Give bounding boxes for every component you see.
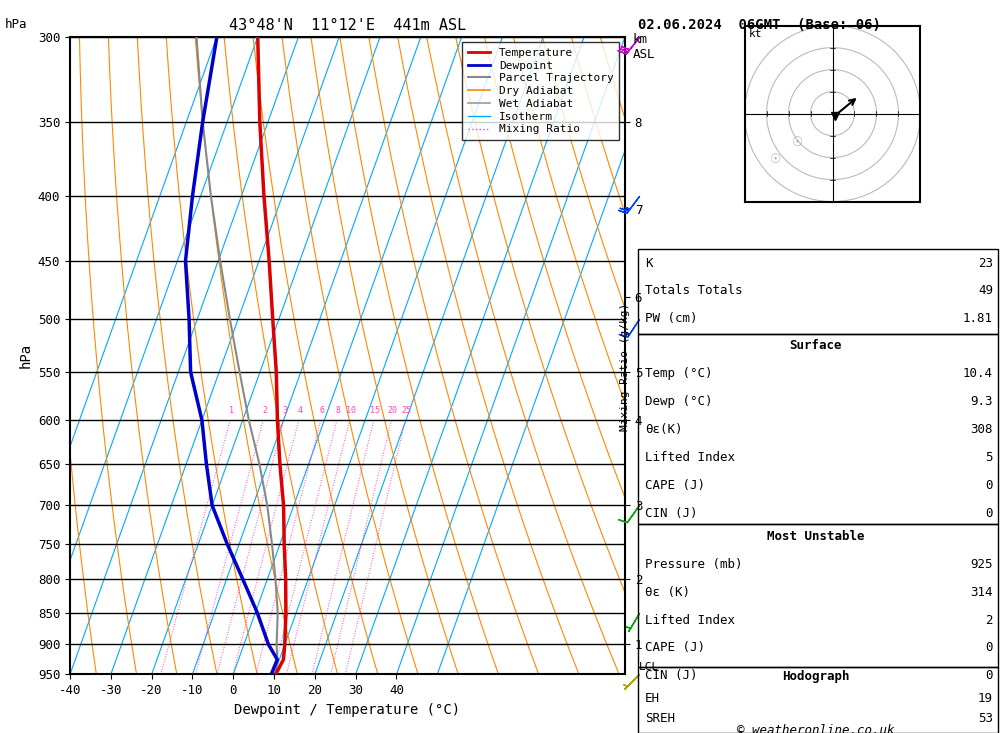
Text: θε(K): θε(K) [645, 423, 682, 436]
Text: 20: 20 [388, 407, 398, 416]
Y-axis label: hPa: hPa [18, 343, 32, 368]
Text: 1.81: 1.81 [963, 312, 993, 325]
Text: © weatheronline.co.uk: © weatheronline.co.uk [737, 723, 895, 733]
Text: 10: 10 [346, 407, 356, 416]
Text: LCL: LCL [639, 663, 659, 672]
Text: 1: 1 [229, 407, 234, 416]
Text: SREH: SREH [645, 712, 675, 726]
Text: EH: EH [645, 692, 660, 705]
Text: Totals Totals: Totals Totals [645, 284, 742, 298]
Text: CAPE (J): CAPE (J) [645, 641, 705, 655]
Text: CIN (J): CIN (J) [645, 669, 698, 682]
Text: 2: 2 [262, 407, 267, 416]
Text: 10.4: 10.4 [963, 367, 993, 380]
Text: 0: 0 [986, 669, 993, 682]
Text: Dewp (°C): Dewp (°C) [645, 395, 712, 408]
Title: 43°48'N  11°12'E  441m ASL: 43°48'N 11°12'E 441m ASL [229, 18, 466, 33]
Text: Pressure (mb): Pressure (mb) [645, 558, 742, 571]
Text: 15: 15 [370, 407, 380, 416]
Text: 6: 6 [319, 407, 324, 416]
X-axis label: Dewpoint / Temperature (°C): Dewpoint / Temperature (°C) [234, 703, 461, 717]
Text: 308: 308 [970, 423, 993, 436]
Text: Hodograph: Hodograph [782, 670, 850, 683]
Text: ☉: ☉ [792, 136, 803, 149]
Text: km
ASL: km ASL [633, 33, 656, 61]
Text: ☉: ☉ [770, 153, 781, 166]
Text: K: K [645, 257, 652, 270]
Text: Most Unstable: Most Unstable [767, 530, 865, 543]
Text: 0: 0 [986, 641, 993, 655]
Text: 53: 53 [978, 712, 993, 726]
Text: 2: 2 [986, 614, 993, 627]
Text: 19: 19 [978, 692, 993, 705]
Text: Lifted Index: Lifted Index [645, 451, 735, 464]
Text: hPa: hPa [5, 18, 28, 32]
Legend: Temperature, Dewpoint, Parcel Trajectory, Dry Adiabat, Wet Adiabat, Isotherm, Mi: Temperature, Dewpoint, Parcel Trajectory… [462, 43, 619, 140]
Text: 5: 5 [986, 451, 993, 464]
Text: PW (cm): PW (cm) [645, 312, 698, 325]
Text: 23: 23 [978, 257, 993, 270]
Text: Lifted Index: Lifted Index [645, 614, 735, 627]
Text: 25: 25 [402, 407, 412, 416]
Text: Temp (°C): Temp (°C) [645, 367, 712, 380]
Text: θε (K): θε (K) [645, 586, 690, 599]
Text: 314: 314 [970, 586, 993, 599]
Text: 8: 8 [336, 407, 341, 416]
Text: 3: 3 [282, 407, 287, 416]
Text: Surface: Surface [790, 339, 842, 353]
Text: 02.06.2024  06GMT  (Base: 06): 02.06.2024 06GMT (Base: 06) [638, 18, 881, 32]
Text: 925: 925 [970, 558, 993, 571]
Text: 0: 0 [986, 479, 993, 492]
Text: CAPE (J): CAPE (J) [645, 479, 705, 492]
Text: CIN (J): CIN (J) [645, 507, 698, 520]
Text: 9.3: 9.3 [970, 395, 993, 408]
Text: 4: 4 [298, 407, 303, 416]
Text: Mixing Ratio (g/kg): Mixing Ratio (g/kg) [620, 303, 630, 430]
Text: 0: 0 [986, 507, 993, 520]
Text: kt: kt [749, 29, 762, 39]
Text: 49: 49 [978, 284, 993, 298]
